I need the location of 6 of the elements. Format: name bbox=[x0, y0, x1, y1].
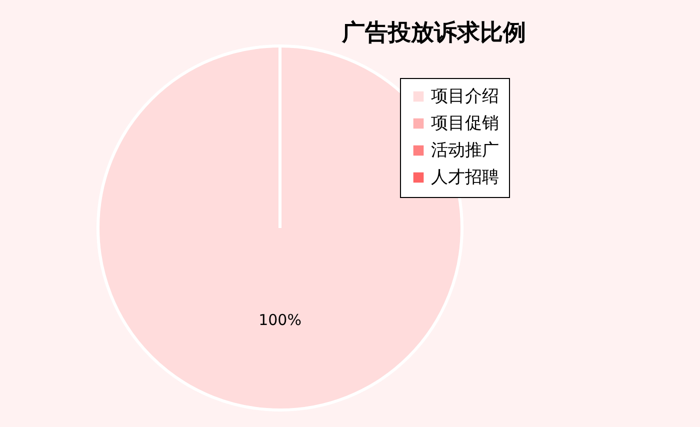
legend-label: 项目介绍 bbox=[431, 86, 499, 106]
legend-label: 活动推广 bbox=[431, 140, 499, 160]
data-label: 100% bbox=[258, 311, 302, 329]
legend-label: 项目促销 bbox=[431, 114, 499, 134]
legend-label: 人才招聘 bbox=[431, 168, 499, 188]
chart-title: 广告投放诉求比例 bbox=[341, 19, 526, 46]
